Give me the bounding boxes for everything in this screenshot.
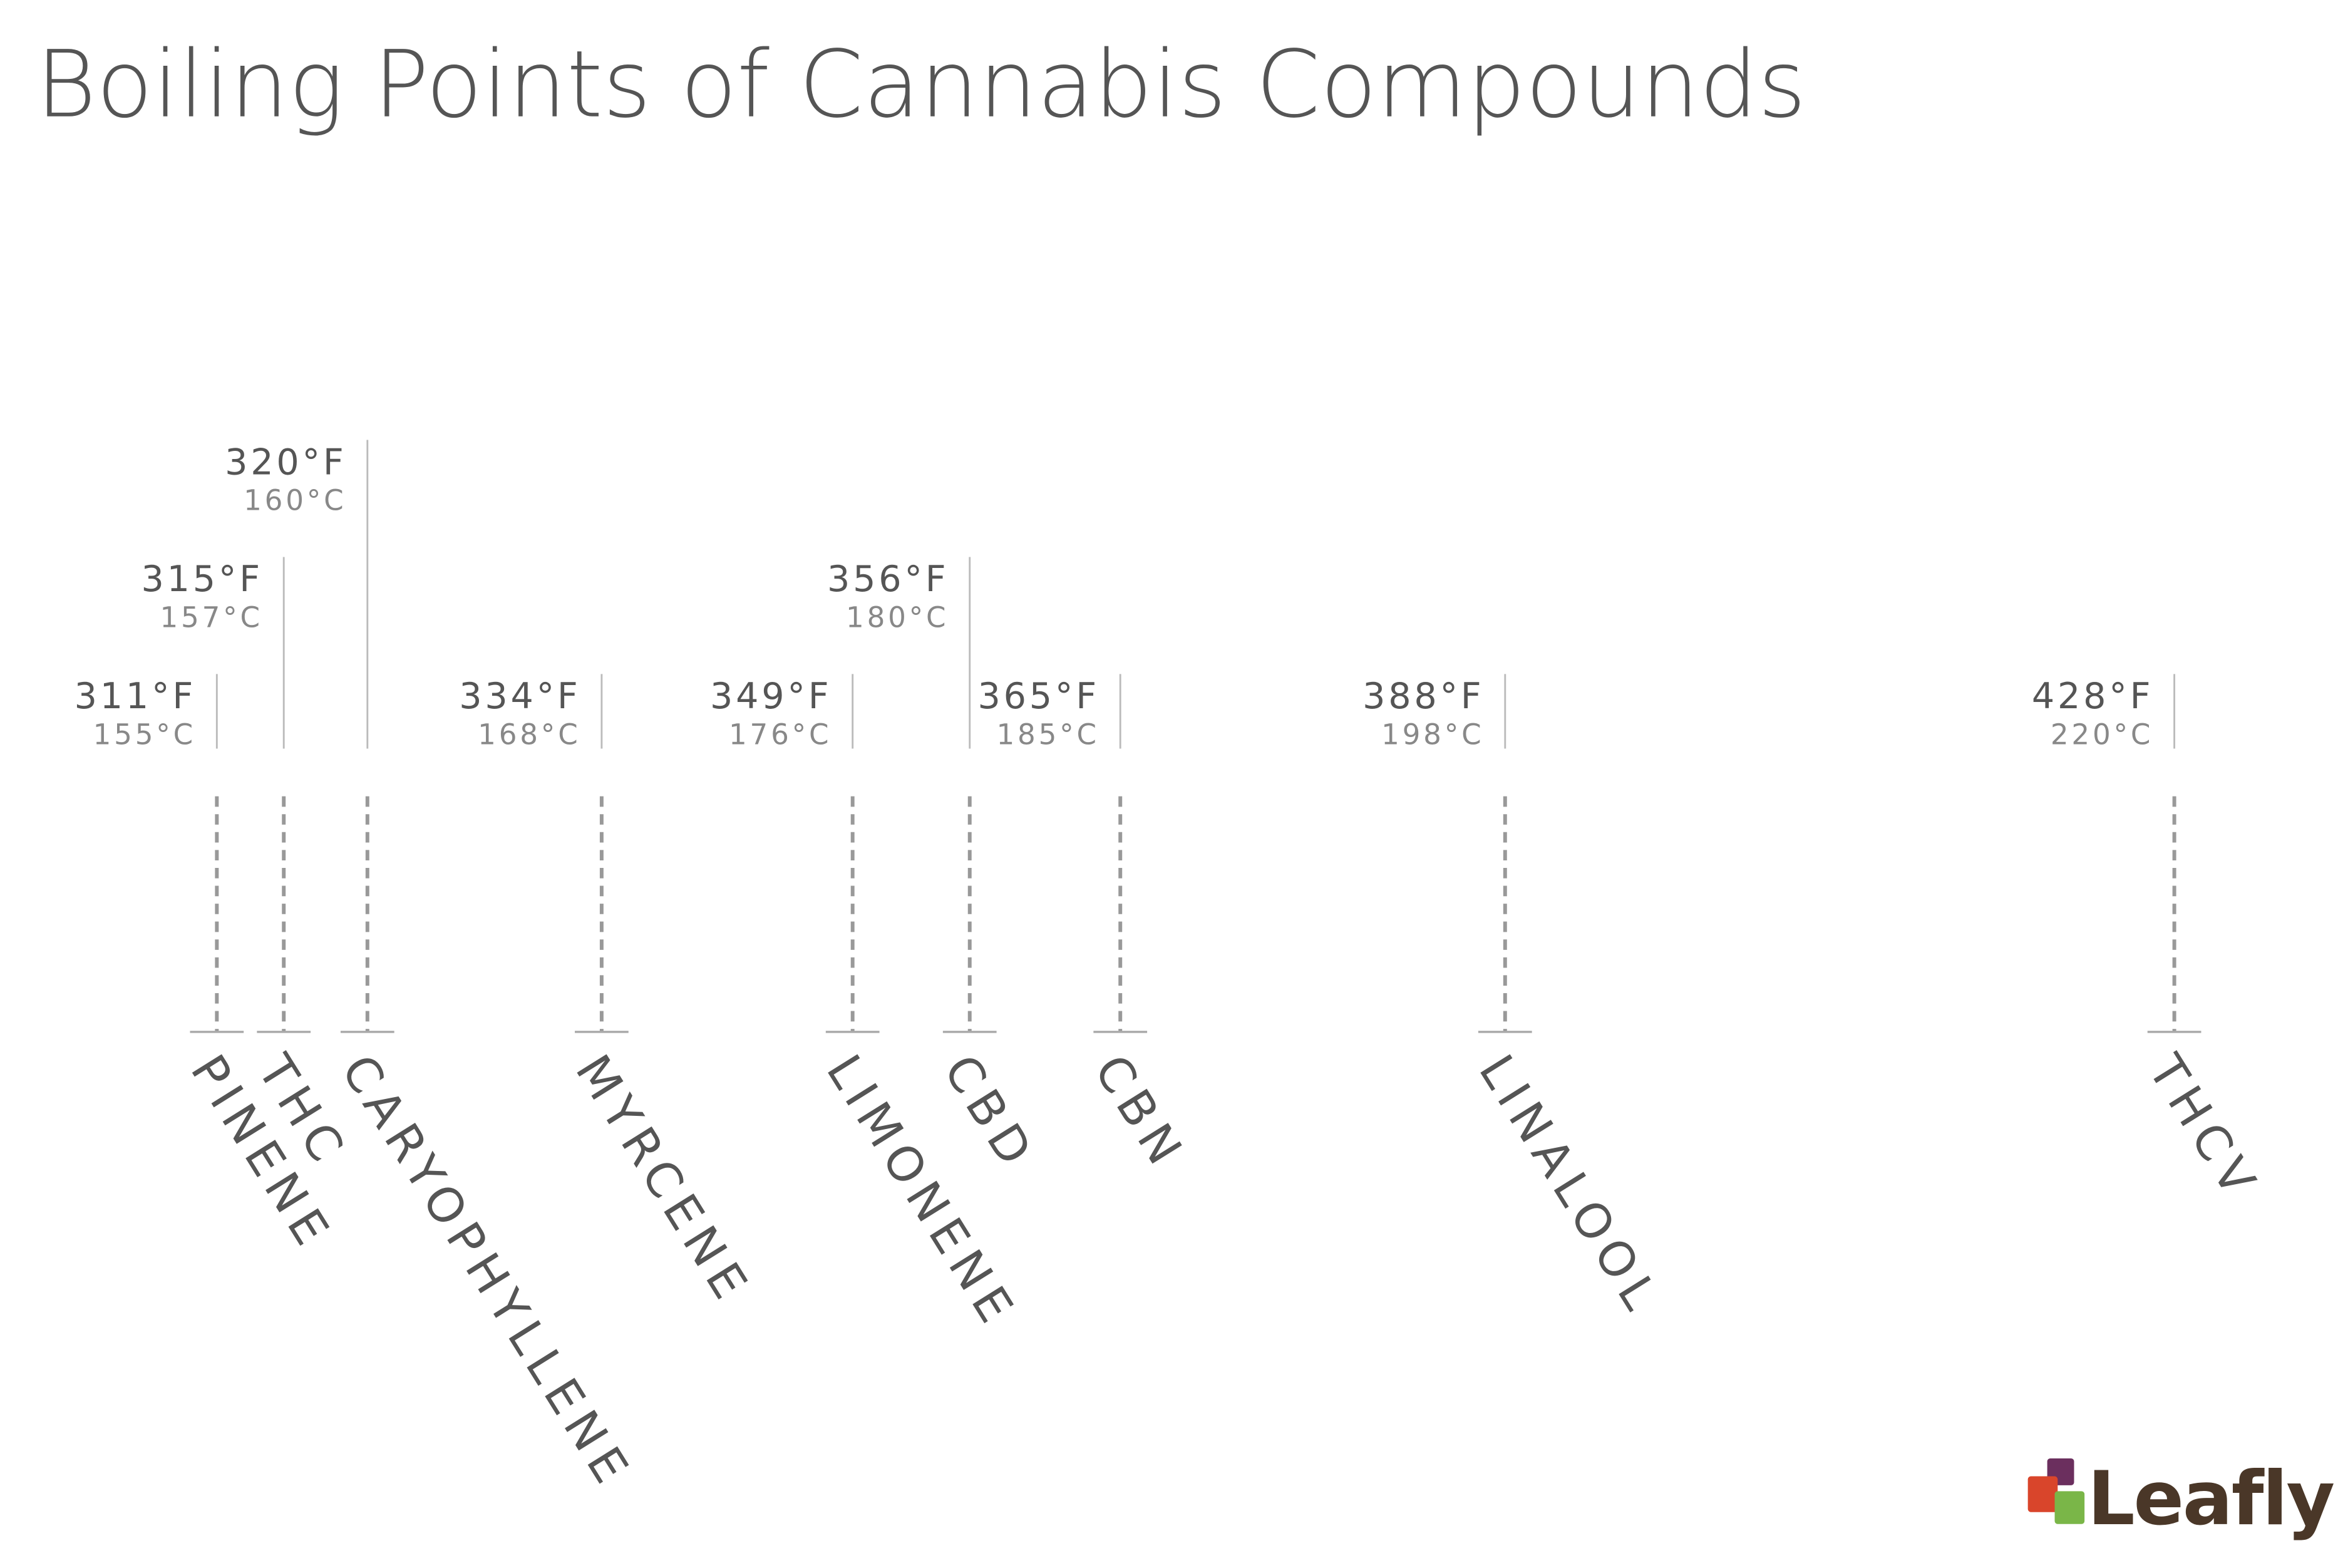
fahrenheit-label: 365°F bbox=[978, 676, 1099, 717]
fahrenheit-label: 349°F bbox=[710, 676, 832, 717]
point bbox=[957, 763, 982, 788]
celsius-label: 157°C bbox=[160, 601, 263, 634]
logo-text: Leafly bbox=[2088, 1455, 2334, 1542]
celsius-label: 198°C bbox=[1381, 718, 1484, 751]
fahrenheit-label: 320°F bbox=[225, 441, 346, 483]
fahrenheit-label: 334°F bbox=[459, 676, 580, 717]
celsius-label: 185°C bbox=[997, 718, 1099, 751]
celsius-label: 155°C bbox=[93, 718, 196, 751]
celsius-label: 168°C bbox=[478, 718, 580, 751]
celsius-label: 180°C bbox=[846, 601, 949, 634]
point bbox=[589, 763, 614, 788]
celsius-label: 176°C bbox=[729, 718, 832, 751]
fahrenheit-label: 315°F bbox=[142, 559, 263, 600]
chart-title: Boiling Points of Cannabis Compounds bbox=[36, 31, 1806, 138]
logo: Leafly bbox=[2027, 1455, 2335, 1542]
fahrenheit-label: 388°F bbox=[1362, 676, 1484, 717]
fahrenheit-label: 356°F bbox=[827, 559, 949, 600]
point bbox=[1493, 763, 1517, 788]
logo-square bbox=[2054, 1491, 2085, 1524]
fahrenheit-label: 428°F bbox=[2032, 676, 2153, 717]
point bbox=[2162, 763, 2186, 788]
celsius-label: 220°C bbox=[2051, 718, 2153, 751]
point bbox=[1108, 763, 1133, 788]
point bbox=[355, 763, 379, 788]
point bbox=[840, 763, 865, 788]
point bbox=[272, 763, 296, 788]
celsius-label: 160°C bbox=[244, 483, 346, 517]
point bbox=[205, 763, 229, 788]
logo-square bbox=[2027, 1476, 2058, 1512]
fahrenheit-label: 311°F bbox=[75, 676, 196, 717]
